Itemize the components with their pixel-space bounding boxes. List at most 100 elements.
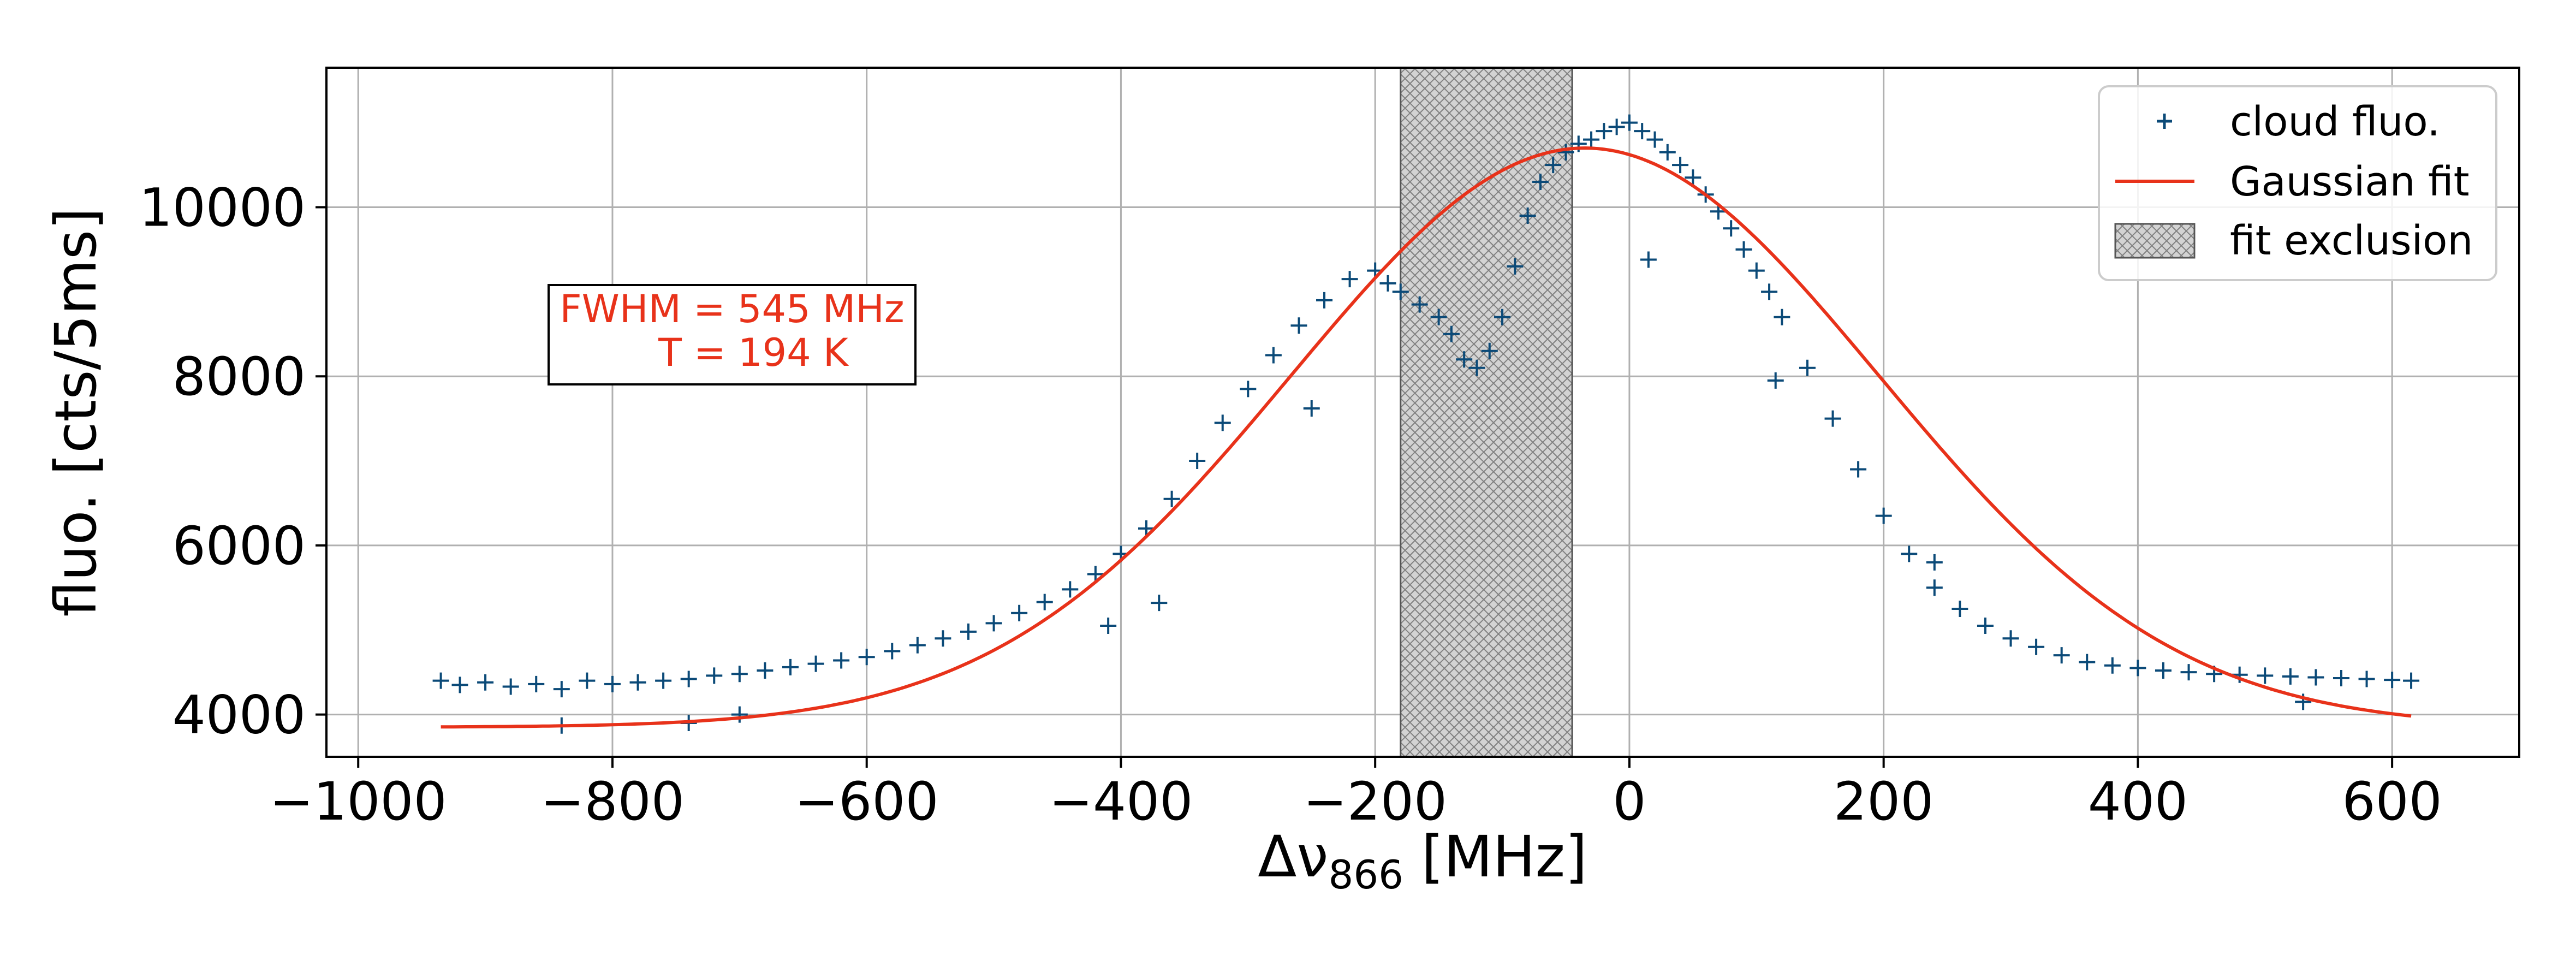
data-point	[1850, 461, 1867, 478]
data-point	[909, 637, 926, 654]
data-point	[1341, 271, 1358, 288]
data-point	[1634, 123, 1651, 140]
data-point	[1659, 144, 1676, 161]
data-point	[1608, 118, 1625, 135]
plot-frame	[325, 67, 2520, 758]
annotation-frame	[548, 284, 917, 385]
data-point	[1481, 342, 1498, 359]
data-point	[2358, 671, 2375, 687]
legend-label-fit-exclusion: fit exclusion	[2230, 217, 2473, 264]
x-axis-label: Δν866 [MHz]	[1258, 823, 1587, 898]
data-point	[1507, 258, 1524, 275]
x-tick-label: 200	[1834, 771, 1934, 832]
axis-ticks: −1000 −800 −600 −400 −200 0 200 400 600 4000 6000 8…	[139, 177, 2442, 832]
data-point	[2180, 664, 2197, 681]
data-point	[858, 649, 875, 666]
data-point	[1100, 617, 1117, 634]
data-point	[1163, 490, 1180, 507]
x-tick-label: −600	[795, 771, 939, 832]
data-point	[1824, 410, 1841, 427]
data-point	[1494, 309, 1511, 325]
data-point	[1735, 241, 1752, 258]
data-point	[884, 643, 901, 660]
x-tick-label: −200	[1303, 771, 1447, 832]
data-point	[629, 674, 646, 691]
data-point	[528, 675, 545, 692]
data-point	[1672, 157, 1689, 174]
data-point	[1265, 347, 1282, 364]
data-point	[2104, 657, 2121, 674]
fit-exclusion-region	[1400, 68, 1573, 757]
x-tick-label: −1000	[270, 771, 447, 832]
data-point	[1767, 372, 1784, 389]
data-point	[2028, 638, 2045, 655]
data-point	[477, 674, 494, 691]
data-point	[1087, 566, 1104, 583]
annotation-box: FWHM = 545 MHz T = 194 K	[548, 284, 917, 385]
data-point	[1290, 317, 1307, 334]
data-point	[1596, 123, 1613, 140]
data-point	[1392, 283, 1409, 300]
data-point	[706, 667, 723, 684]
data-point	[2384, 672, 2401, 689]
data-point	[432, 672, 449, 689]
data-point	[1151, 595, 1168, 612]
data-point	[1443, 325, 1460, 342]
data-point	[604, 675, 621, 692]
data-point	[2002, 630, 2019, 647]
data-point	[2403, 672, 2420, 689]
data-point	[935, 630, 951, 647]
data-point	[1456, 351, 1473, 368]
data-point	[1557, 144, 1574, 161]
legend: cloud fluo. Gaussian fit fit exclusion	[2098, 85, 2497, 281]
data-point	[2155, 662, 2172, 679]
data-point	[1430, 309, 1447, 325]
data-point	[1189, 453, 1206, 470]
data-point	[2307, 669, 2324, 686]
x-tick-label: 600	[2342, 771, 2442, 832]
data-point	[1240, 381, 1257, 398]
data-point	[807, 655, 824, 672]
data-point	[579, 672, 596, 689]
y-tick-label: 8000	[172, 346, 306, 407]
data-point	[2129, 660, 2146, 677]
data-point	[1545, 157, 1562, 174]
data-point	[1646, 131, 1663, 148]
data-point	[1723, 220, 1740, 237]
data-point	[451, 677, 468, 693]
fwhm-annotation: FWHM = 545 MHz	[560, 287, 904, 331]
data-point	[731, 666, 748, 683]
data-point	[1926, 579, 1943, 596]
data-point	[1952, 601, 1968, 618]
data-point	[2079, 654, 2096, 671]
data-point	[2333, 669, 2349, 686]
data-point	[1468, 359, 1485, 376]
y-tick-label: 4000	[172, 685, 306, 746]
data-point	[2282, 668, 2299, 685]
y-tick-label: 6000	[172, 515, 306, 577]
data-point	[782, 659, 799, 675]
data-point	[1926, 554, 1943, 571]
x-tick-label: −400	[1049, 771, 1193, 832]
x-tick-label: 0	[1613, 771, 1646, 832]
y-tick-label: 10000	[139, 177, 306, 238]
data-point	[1379, 275, 1396, 292]
data-point	[1036, 594, 1053, 610]
legend-marker-plus	[2157, 114, 2172, 129]
data-point	[1748, 262, 1765, 279]
data-point	[1799, 359, 1816, 376]
legend-label-cloud-fluo: cloud fluo.	[2230, 98, 2440, 145]
data-point	[1875, 507, 1892, 524]
data-point	[1761, 283, 1778, 300]
legend-label-gaussian-fit: Gaussian fit	[2230, 158, 2470, 205]
data-point	[960, 623, 977, 640]
data-point	[1640, 251, 1657, 268]
data-point	[2053, 647, 2070, 664]
data-point	[985, 615, 1002, 632]
scatter-series	[432, 114, 2420, 734]
data-point	[1774, 309, 1790, 325]
data-point	[757, 662, 774, 679]
y-axis-label: fluo. [cts/5ms]	[43, 207, 109, 616]
data-point	[1621, 114, 1638, 131]
temperature-annotation: T = 194 K	[658, 330, 849, 375]
